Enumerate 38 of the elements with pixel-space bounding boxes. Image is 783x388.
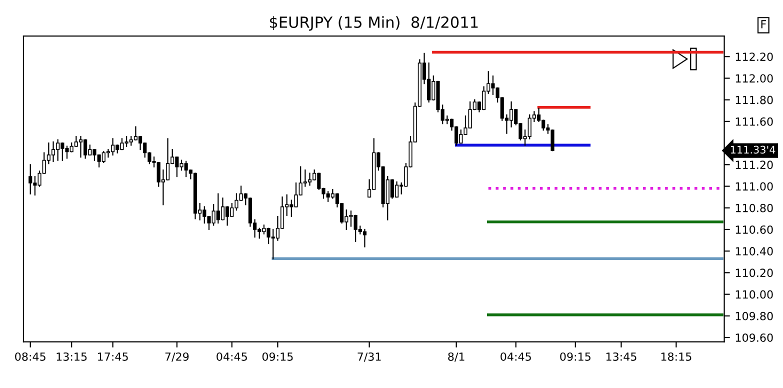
candlestick [166, 138, 170, 180]
candlestick [51, 141, 56, 162]
x-tick-label: 8/1 [448, 352, 464, 362]
y-tick-label: 110.20 [736, 268, 773, 278]
candlestick [394, 181, 399, 198]
candlestick [138, 136, 142, 150]
chart-title: $EURJPY (15 Min) 8/1/2011 [270, 16, 478, 31]
y-tick-label: 110.60 [736, 225, 773, 234]
x-tick-label: 7/31 [358, 352, 381, 362]
y-tick-label: 109.80 [736, 312, 773, 320]
x-tick-label: 09:15 [262, 352, 293, 361]
x-tick-label: 7/29 [165, 352, 189, 362]
candlestick [78, 136, 83, 158]
candlestick [509, 101, 514, 128]
y-tick-label: 110.00 [736, 290, 773, 299]
x-tick-label: 09:15 [560, 352, 590, 361]
y-tick-label: 111.00 [736, 182, 773, 191]
y-tick-label: 112.00 [736, 74, 773, 83]
x-tick-label: 04:45 [216, 352, 247, 361]
y-tick-label: 111.80 [736, 96, 773, 104]
x-tick-label: 13:45 [606, 352, 636, 361]
y-tick-label: 112.20 [736, 52, 773, 61]
x-tick-label: 04:45 [500, 352, 531, 361]
y-tick-label: 111.60 [736, 117, 773, 126]
y-tick-label: 109.60 [736, 333, 773, 342]
candlestick [220, 198, 225, 220]
x-tick-label: 08:45 [15, 352, 46, 361]
x-tick-label: 18:15 [661, 352, 692, 361]
y-tick-label: 110.40 [736, 247, 773, 256]
y-tick-label: 110.80 [736, 204, 773, 212]
y-tick-label: 111.20 [736, 160, 773, 170]
candlestick [362, 228, 367, 248]
x-tick-label: 17:45 [98, 352, 128, 361]
x-tick-label: 13:15 [56, 352, 87, 361]
candlestick [28, 164, 32, 194]
text: F [761, 20, 766, 28]
text: 111.33'4 [730, 146, 776, 154]
candlestick [308, 172, 312, 186]
